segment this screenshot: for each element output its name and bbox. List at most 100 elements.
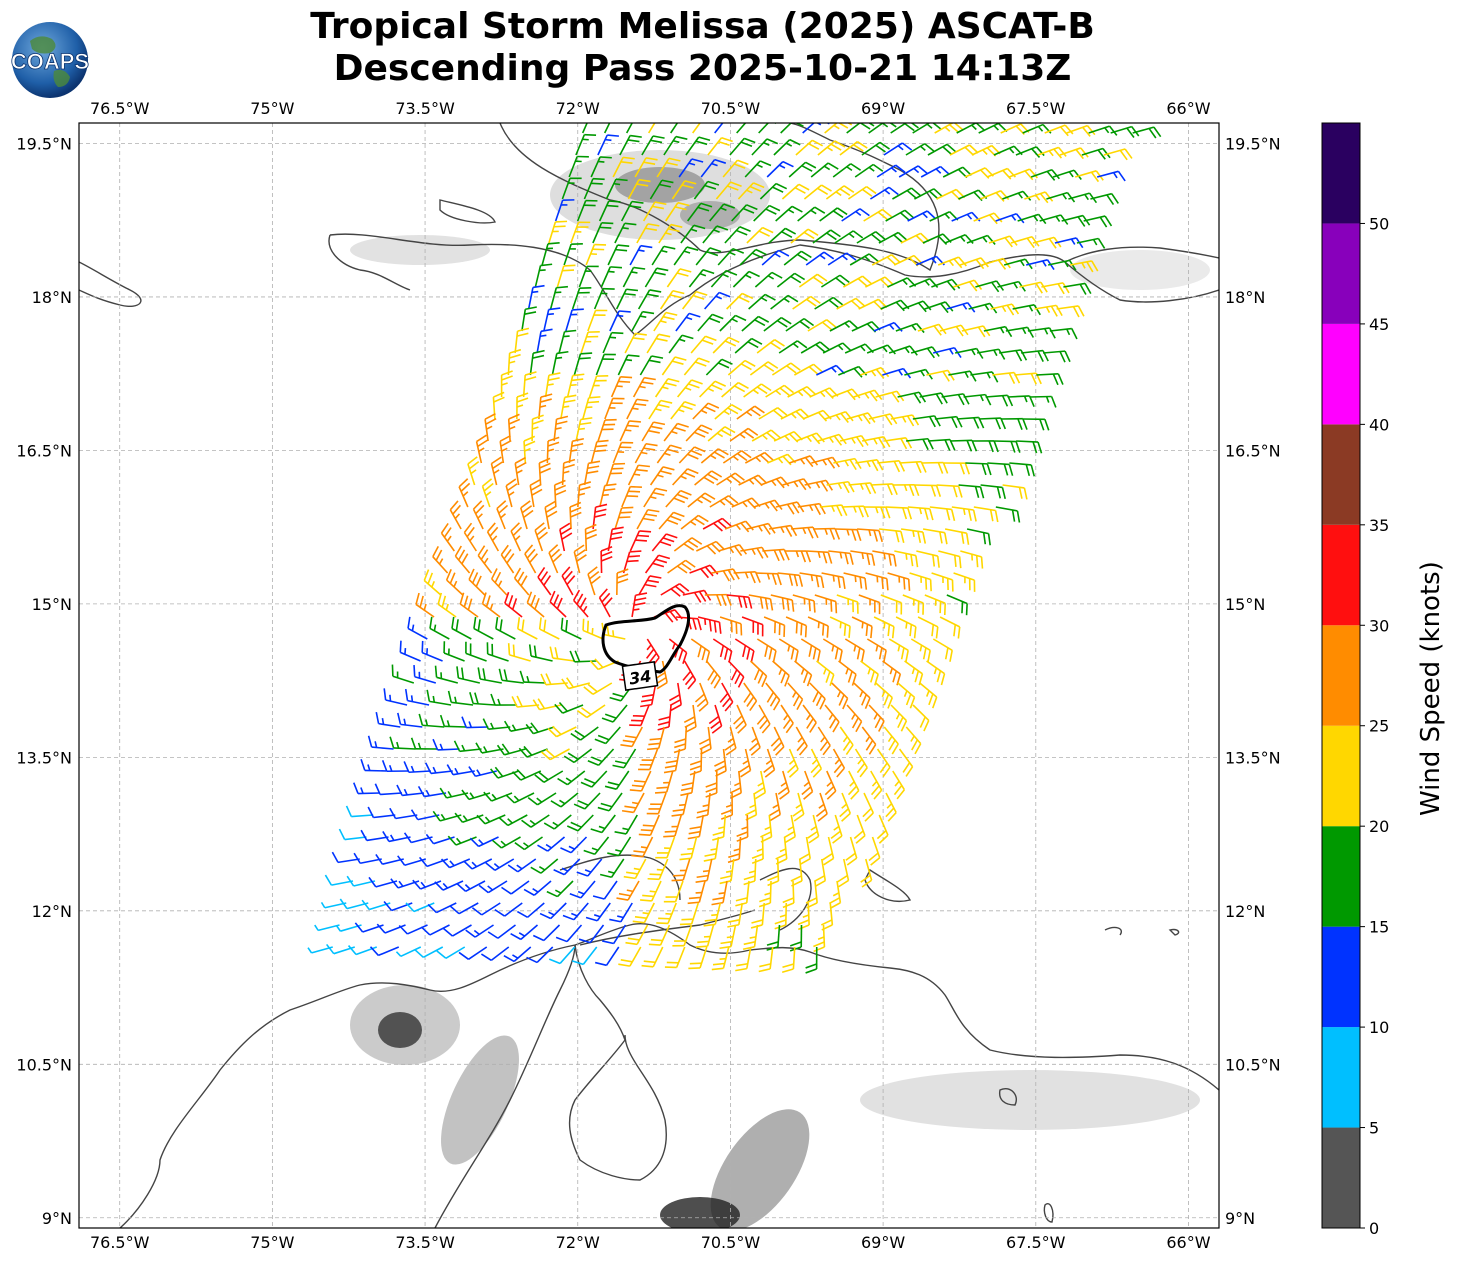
wind-barb xyxy=(537,567,552,596)
wind-barb xyxy=(907,506,934,521)
wind-barb xyxy=(814,594,838,614)
wind-barb xyxy=(540,748,570,761)
wind-barb xyxy=(454,545,471,574)
wind-barb xyxy=(602,924,627,945)
wind-barb xyxy=(739,248,767,266)
wind-barb xyxy=(607,244,630,266)
wind-barb xyxy=(932,638,953,662)
wind-barb xyxy=(934,123,964,134)
wind-barb xyxy=(829,320,859,332)
wind-barb xyxy=(898,165,928,178)
wind-barb xyxy=(949,144,979,156)
wind-barb xyxy=(670,123,679,134)
lat-tick-label: 15°N xyxy=(32,595,72,614)
wind-barb xyxy=(770,726,785,756)
wind-barb xyxy=(740,546,769,559)
wind-barb xyxy=(882,660,902,686)
wind-barb xyxy=(526,946,554,964)
wind-barb xyxy=(973,506,999,523)
wind-barb xyxy=(634,442,658,464)
wind-barb xyxy=(805,946,818,974)
wind-barb xyxy=(695,247,722,266)
wind-barb xyxy=(389,736,416,750)
wind-barb xyxy=(1046,191,1076,203)
wind-barb xyxy=(607,836,632,857)
wind-barb xyxy=(888,638,909,662)
wind-barb xyxy=(653,311,678,332)
wind-barb xyxy=(500,544,515,574)
wind-barb xyxy=(820,274,850,288)
wind-barb xyxy=(878,231,908,244)
wind-barb xyxy=(714,403,743,420)
wind-barb xyxy=(871,254,901,266)
wind-barb xyxy=(750,660,768,688)
wind-barb xyxy=(471,902,501,916)
wind-barb xyxy=(599,858,625,879)
wind-barb xyxy=(786,748,799,778)
wind-barb xyxy=(821,572,846,590)
wind-barb xyxy=(719,858,735,885)
wind-barb xyxy=(831,682,849,710)
wind-barb xyxy=(644,267,669,288)
wind-barb xyxy=(834,230,864,244)
wind-barb xyxy=(768,792,781,822)
wind-barb xyxy=(712,638,733,663)
wind-barb xyxy=(673,726,688,754)
wind-barb xyxy=(458,946,488,960)
wind-barb xyxy=(548,946,576,965)
wind-barb xyxy=(702,517,732,532)
lon-tick-label: 70.5°W xyxy=(701,1233,761,1252)
wind-barb xyxy=(486,642,509,662)
wind-barb xyxy=(704,593,732,607)
wind-barb xyxy=(582,396,601,420)
wind-barb xyxy=(550,792,579,808)
wind-barb xyxy=(641,135,665,156)
wind-barb xyxy=(771,362,801,376)
wind-barb xyxy=(700,158,727,178)
wind-barb xyxy=(573,352,593,376)
wind-barb xyxy=(523,435,536,464)
wind-barb xyxy=(988,235,1018,248)
wind-barb xyxy=(626,398,649,420)
wind-barb xyxy=(931,572,954,592)
wind-barb xyxy=(501,880,530,895)
wind-barb xyxy=(744,451,775,464)
wind-barb xyxy=(581,123,588,134)
wind-barb xyxy=(381,760,409,773)
wind-barb xyxy=(490,456,503,486)
wind-barb xyxy=(914,188,944,200)
wind-barb xyxy=(966,528,991,546)
wind-barb xyxy=(669,682,682,712)
lat-tick-label: 16.5°N xyxy=(1225,441,1281,460)
wind-barbs xyxy=(307,123,1162,974)
wind-barb xyxy=(609,902,633,923)
lat-tick-label: 10.5°N xyxy=(16,1055,72,1074)
wind-barb xyxy=(1083,215,1113,228)
wind-barb xyxy=(481,592,501,618)
wind-barb xyxy=(314,924,340,932)
wind-barb xyxy=(1063,282,1092,295)
wind-barb xyxy=(551,350,569,376)
wind-barb xyxy=(539,902,567,920)
wind-barb xyxy=(658,223,683,244)
wind-barb xyxy=(839,792,852,822)
wind-barb xyxy=(534,522,548,552)
wind-barb xyxy=(414,946,444,958)
wind-barb xyxy=(885,209,915,222)
wind-barb xyxy=(418,713,445,728)
wind-barb xyxy=(846,704,863,733)
wind-barb xyxy=(731,204,758,222)
wind-barb xyxy=(1066,124,1096,137)
wind-barb xyxy=(1027,327,1056,339)
wind-barb xyxy=(615,288,639,310)
wind-barb xyxy=(383,688,408,706)
wind-barb xyxy=(946,594,968,616)
wind-barb xyxy=(618,946,642,967)
wind-barb xyxy=(523,880,552,896)
wind-barb xyxy=(570,221,591,244)
wind-barb xyxy=(824,704,840,733)
wind-barb xyxy=(822,342,852,354)
wind-barb xyxy=(683,704,697,733)
wind-barb xyxy=(685,424,713,442)
colorbar-tick-label: 15 xyxy=(1369,918,1389,937)
